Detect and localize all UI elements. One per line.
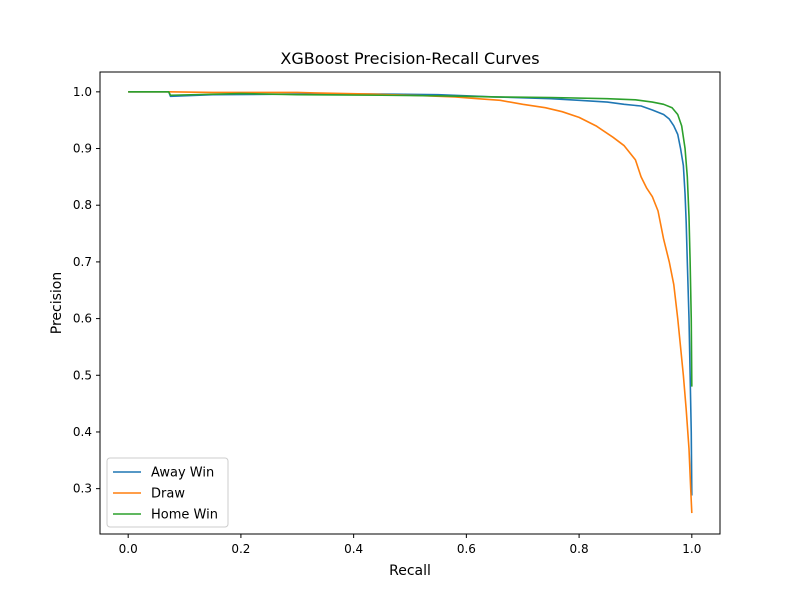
- y-tick-label: 0.7: [73, 255, 92, 269]
- x-tick-label: 0.4: [344, 542, 363, 556]
- chart-title: XGBoost Precision-Recall Curves: [280, 49, 539, 68]
- legend-box: [106, 457, 229, 528]
- plot-frame: [99, 71, 721, 535]
- x-axis-label: Recall: [389, 563, 431, 579]
- legend: Away Win Draw Home Win: [106, 457, 229, 528]
- y-tick-label: 0.4: [73, 425, 92, 439]
- x-tick-label: 0.2: [231, 542, 250, 556]
- y-axis-label: Precision: [49, 272, 65, 334]
- series-layer: [128, 91, 693, 514]
- x-tick-label: 0.8: [570, 542, 589, 556]
- y-tick-label: 0.8: [73, 198, 92, 212]
- y-tick-label: 1.0: [73, 85, 92, 99]
- x-tick-label: 0.0: [119, 542, 138, 556]
- legend-label: Home Win: [151, 508, 218, 523]
- y-tick-label: 0.6: [73, 312, 92, 326]
- x-tick-label: 1.0: [682, 542, 701, 556]
- y-tick-label: 0.5: [73, 368, 92, 382]
- legend-items: Away Win Draw Home Win: [113, 466, 218, 523]
- legend-label: Draw: [151, 487, 185, 502]
- y-tick-label: 0.3: [73, 482, 92, 496]
- series-line-home-win: [128, 91, 693, 387]
- y-axis: 0.3 0.4 0.5 0.6 0.7 0.8 0.9 1.0: [73, 85, 100, 496]
- series-line-draw: [128, 91, 693, 514]
- legend-label: Away Win: [151, 466, 214, 481]
- y-tick-label: 0.9: [73, 142, 92, 156]
- x-axis: 0.0 0.2 0.4 0.6 0.8 1.0: [119, 534, 701, 556]
- x-tick-label: 0.6: [457, 542, 476, 556]
